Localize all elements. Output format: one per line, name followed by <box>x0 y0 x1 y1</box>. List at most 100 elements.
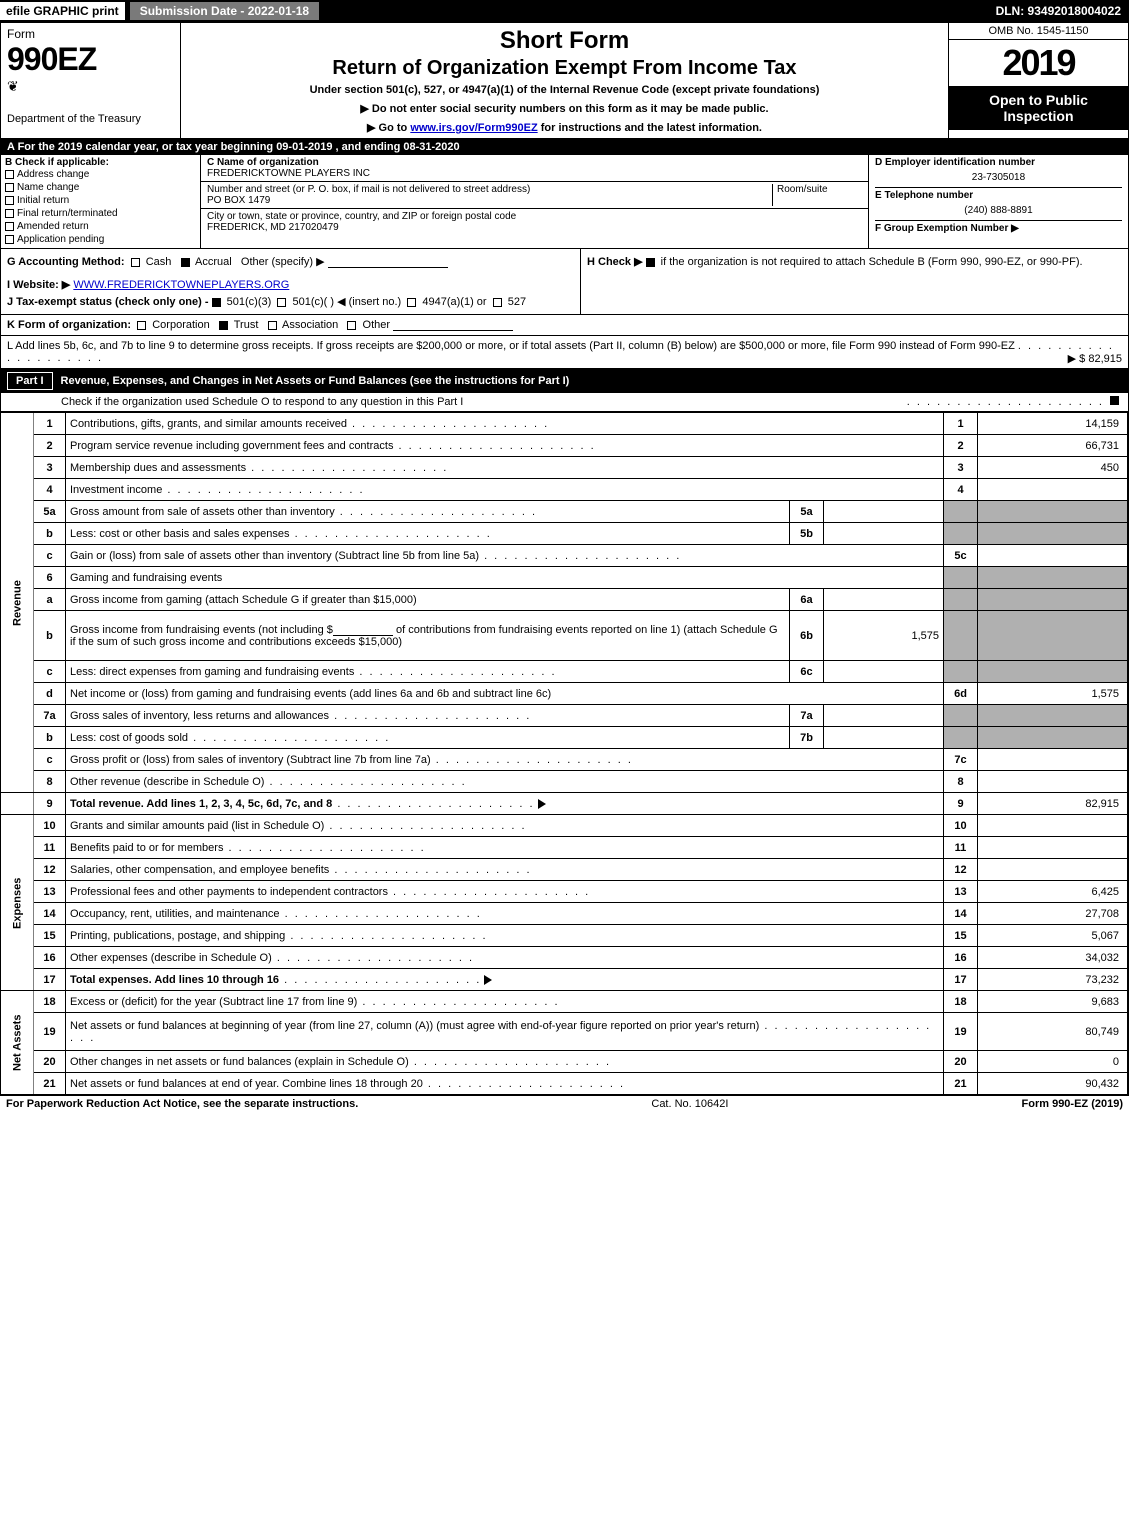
tax-period-row: A For the 2019 calendar year, or tax yea… <box>1 139 1128 155</box>
phone-label: E Telephone number <box>875 187 1122 201</box>
table-row: 8Other revenue (describe in Schedule O)8 <box>1 771 1128 793</box>
dots-icon <box>907 396 1104 408</box>
box-d: D Employer identification number 23-7305… <box>868 155 1128 248</box>
table-row: 5aGross amount from sale of assets other… <box>1 501 1128 523</box>
part1-label: Part I <box>7 372 53 390</box>
check-corporation[interactable] <box>137 321 146 330</box>
arrow-icon <box>538 799 546 809</box>
side-expenses: Expenses <box>1 815 34 991</box>
table-row: 16Other expenses (describe in Schedule O… <box>1 947 1128 969</box>
table-row: 11Benefits paid to or for members11 <box>1 837 1128 859</box>
row-gh: G Accounting Method: Cash Accrual Other … <box>1 249 1128 315</box>
open-public-badge: Open to Public Inspection <box>949 86 1128 130</box>
department-label: Department of the Treasury <box>7 113 174 125</box>
dln-label: DLN: 93492018004022 <box>988 2 1129 20</box>
check-501c[interactable] <box>277 298 286 307</box>
group-exemption-label: F Group Exemption Number ▶ <box>875 220 1122 234</box>
part1-title: Revenue, Expenses, and Changes in Net As… <box>61 375 570 387</box>
table-row: 19Net assets or fund balances at beginni… <box>1 1013 1128 1051</box>
table-row: Net Assets18Excess or (deficit) for the … <box>1 991 1128 1013</box>
phone-value: (240) 888-8891 <box>875 201 1122 220</box>
part1-table: Revenue 1 Contributions, gifts, grants, … <box>1 412 1128 1095</box>
submission-date: Submission Date - 2022-01-18 <box>129 1 320 21</box>
footer-row: For Paperwork Reduction Act Notice, see … <box>0 1096 1129 1112</box>
check-application-pending[interactable]: Application pending <box>5 233 196 246</box>
row-k: K Form of organization: Corporation Trus… <box>1 315 1128 336</box>
city-label: City or town, state or province, country… <box>207 211 516 222</box>
other-org-field[interactable] <box>393 319 513 331</box>
footer-right: Form 990-EZ (2019) <box>1022 1098 1123 1110</box>
treasury-seal-icon: ❦ <box>7 78 174 95</box>
form-word: Form <box>7 27 174 41</box>
check-schedule-o[interactable] <box>1110 396 1119 405</box>
check-4947[interactable] <box>407 298 416 307</box>
other-specify-field[interactable] <box>328 256 448 268</box>
check-final-return[interactable]: Final return/terminated <box>5 207 196 220</box>
table-row: Expenses10Grants and similar amounts pai… <box>1 815 1128 837</box>
footer-left: For Paperwork Reduction Act Notice, see … <box>6 1098 358 1110</box>
k-label: K Form of organization: <box>7 319 131 331</box>
omb-number: OMB No. 1545-1150 <box>949 23 1128 40</box>
street-cell: Number and street (or P. O. box, if mail… <box>201 182 868 209</box>
check-initial-return[interactable]: Initial return <box>5 194 196 207</box>
no-ssn-line: ▶ Do not enter social security numbers o… <box>187 102 942 115</box>
row-l: L Add lines 5b, 6c, and 7b to line 9 to … <box>1 336 1128 369</box>
table-row: 17Total expenses. Add lines 10 through 1… <box>1 969 1128 991</box>
ein-label: D Employer identification number <box>875 157 1122 168</box>
street-label: Number and street (or P. O. box, if mail… <box>207 184 530 195</box>
table-row: 14Occupancy, rent, utilities, and mainte… <box>1 903 1128 925</box>
check-association[interactable] <box>268 321 277 330</box>
return-title: Return of Organization Exempt From Incom… <box>187 57 942 80</box>
table-row: 15Printing, publications, postage, and s… <box>1 925 1128 947</box>
box-b-title: B Check if applicable: <box>5 157 196 168</box>
check-address-change[interactable]: Address change <box>5 168 196 181</box>
contrib-amount-field[interactable] <box>333 624 393 636</box>
g-label: G Accounting Method: <box>7 256 125 268</box>
tax-year: 2019 <box>949 40 1128 86</box>
table-row: Revenue 1 Contributions, gifts, grants, … <box>1 413 1128 435</box>
table-row: 12Salaries, other compensation, and empl… <box>1 859 1128 881</box>
header-row: Form 990EZ ❦ Department of the Treasury … <box>1 23 1128 139</box>
h-label: H Check ▶ <box>587 256 643 268</box>
top-bar: efile GRAPHIC print Submission Date - 20… <box>0 0 1129 22</box>
table-row: 2Program service revenue including gover… <box>1 435 1128 457</box>
ein-value: 23-7305018 <box>875 168 1122 187</box>
table-row: 20Other changes in net assets or fund ba… <box>1 1051 1128 1073</box>
form-container: Form 990EZ ❦ Department of the Treasury … <box>0 22 1129 1096</box>
check-amended-return[interactable]: Amended return <box>5 220 196 233</box>
table-row: 9Total revenue. Add lines 1, 2, 3, 4, 5c… <box>1 793 1128 815</box>
form-number: 990EZ <box>7 41 174 78</box>
check-h[interactable] <box>646 258 655 267</box>
efile-label: efile GRAPHIC print <box>0 2 125 20</box>
check-accrual[interactable] <box>181 258 190 267</box>
goto-line: ▶ Go to www.irs.gov/Form990EZ for instru… <box>187 121 942 134</box>
check-501c3[interactable] <box>212 298 221 307</box>
j-label: J Tax-exempt status (check only one) - <box>7 296 209 308</box>
city-value: FREDERICK, MD 217020479 <box>207 222 339 233</box>
website-link[interactable]: WWW.FREDERICKTOWNEPLAYERS.ORG <box>73 279 289 291</box>
header-left: Form 990EZ ❦ Department of the Treasury <box>1 23 181 138</box>
city-cell: City or town, state or province, country… <box>201 209 868 235</box>
check-527[interactable] <box>493 298 502 307</box>
table-row: 3Membership dues and assessments3450 <box>1 457 1128 479</box>
street-value: PO BOX 1479 <box>207 195 270 206</box>
table-row: 21Net assets or fund balances at end of … <box>1 1073 1128 1095</box>
entity-box-row: B Check if applicable: Address change Na… <box>1 155 1128 249</box>
check-name-change[interactable]: Name change <box>5 181 196 194</box>
l-value: ▶ $ 82,915 <box>1068 352 1122 365</box>
room-suite-label: Room/suite <box>772 184 862 206</box>
check-trust[interactable] <box>219 321 228 330</box>
table-row: bLess: cost of goods sold7b <box>1 727 1128 749</box>
table-row: 13Professional fees and other payments t… <box>1 881 1128 903</box>
arrow-icon <box>484 975 492 985</box>
header-right: OMB No. 1545-1150 2019 Open to Public In… <box>948 23 1128 138</box>
h-cell: H Check ▶ if the organization is not req… <box>581 249 1128 314</box>
irs-link[interactable]: www.irs.gov/Form990EZ <box>410 122 537 134</box>
part1-header: Part I Revenue, Expenses, and Changes in… <box>1 369 1128 393</box>
short-form-title: Short Form <box>187 27 942 55</box>
check-cash[interactable] <box>131 258 140 267</box>
part1-sub-text: Check if the organization used Schedule … <box>61 396 907 408</box>
i-label: I Website: ▶ <box>7 279 70 291</box>
check-other-org[interactable] <box>347 321 356 330</box>
under-section: Under section 501(c), 527, or 4947(a)(1)… <box>187 84 942 96</box>
